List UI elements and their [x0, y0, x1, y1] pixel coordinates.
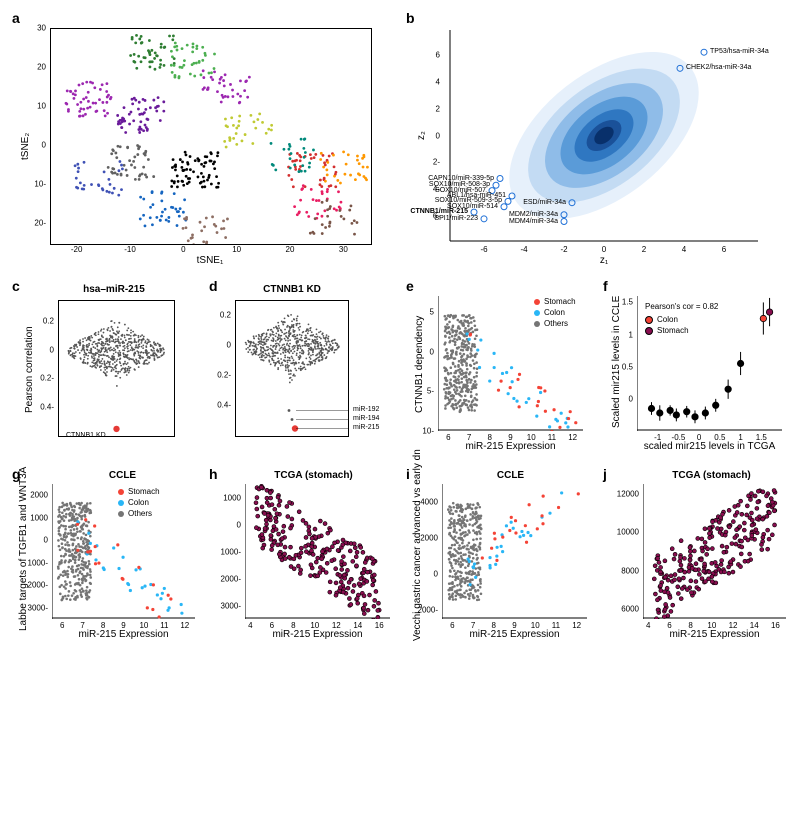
panel-g-xlabel: miR-215 Expression	[52, 629, 195, 640]
panel-c: c hsa–miR-215 Pearson correlation CTNNB1…	[10, 278, 199, 458]
panel-b-plot	[444, 28, 764, 243]
panel-h: h TCGA (stomach) miR-215 Expression 4681…	[207, 466, 396, 646]
panel-b-label: b	[406, 10, 415, 26]
panel-f-label: f	[603, 278, 608, 294]
panel-e: e CTNNB1 dependency miR-215 Expression S…	[404, 278, 593, 458]
panel-d: d CTNNB1 KD Pearson correlation miR-192m…	[207, 278, 396, 458]
panel-i-title: CCLE	[438, 470, 583, 481]
panel-h-title: TCGA (stomach)	[241, 470, 386, 481]
panel-c-plot	[58, 300, 175, 437]
panel-j-label: j	[603, 466, 607, 482]
panel-e-xlabel: miR-215 Expression	[438, 441, 583, 452]
panel-d-title: CTNNB1 KD	[233, 284, 351, 295]
panel-h-plot	[245, 484, 390, 619]
panel-c-title: hsa–miR-215	[55, 284, 173, 295]
panel-j: j TCGA (stomach) miR-215 Expression 4681…	[601, 466, 790, 646]
panel-a-plot	[50, 28, 372, 245]
panel-b: b z₂ z₁ TP53/hsa-miR-34aCHEK2/hsa-miR-34…	[404, 10, 790, 270]
panel-e-legend: Stomach Colon Others	[534, 296, 576, 330]
panel-f-cor: Pearson's cor = 0.82	[645, 302, 718, 311]
panel-f: f Scaled mir215 levels in CCLE scaled mi…	[601, 278, 790, 458]
panel-d-label: d	[209, 278, 218, 294]
panel-h-label: h	[209, 466, 218, 482]
panel-i: i CCLE Vecchi gastric cancer advanced vs…	[404, 466, 593, 646]
panel-g-title: CCLE	[50, 470, 195, 481]
panel-i-label: i	[406, 466, 410, 482]
panel-a-label: a	[12, 10, 20, 26]
panel-h-xlabel: miR-215 Expression	[245, 629, 390, 640]
panel-i-plot	[442, 484, 587, 619]
panel-e-ylabel: CTNNB1 dependency	[414, 316, 425, 413]
panel-j-plot	[643, 484, 786, 619]
panel-c-label: c	[12, 278, 20, 294]
panel-d-plot	[235, 300, 349, 437]
panel-e-label: e	[406, 278, 414, 294]
panel-j-xlabel: miR-215 Expression	[643, 629, 786, 640]
panel-c-ylabel: Pearson correlation	[24, 326, 35, 413]
panel-a: a tSNE₂ tSNE₁ -20-100102030-20-100102030	[10, 10, 396, 270]
panel-i-xlabel: miR-215 Expression	[442, 629, 587, 640]
panel-j-title: TCGA (stomach)	[639, 470, 784, 481]
panel-f-legend: Colon Stomach	[645, 314, 689, 336]
panel-g: g CCLE Labbe targets of TGFB1 and WNT3A …	[10, 466, 199, 646]
panel-f-xlabel: scaled mir215 levels in TCGA	[637, 441, 782, 452]
panel-b-xlabel: z₁	[444, 255, 764, 266]
panel-g-legend: Stomach Colon Others	[118, 486, 160, 520]
panel-a-xlabel: tSNE₁	[50, 255, 370, 266]
figure-grid: a tSNE₂ tSNE₁ -20-100102030-20-100102030…	[10, 10, 790, 646]
